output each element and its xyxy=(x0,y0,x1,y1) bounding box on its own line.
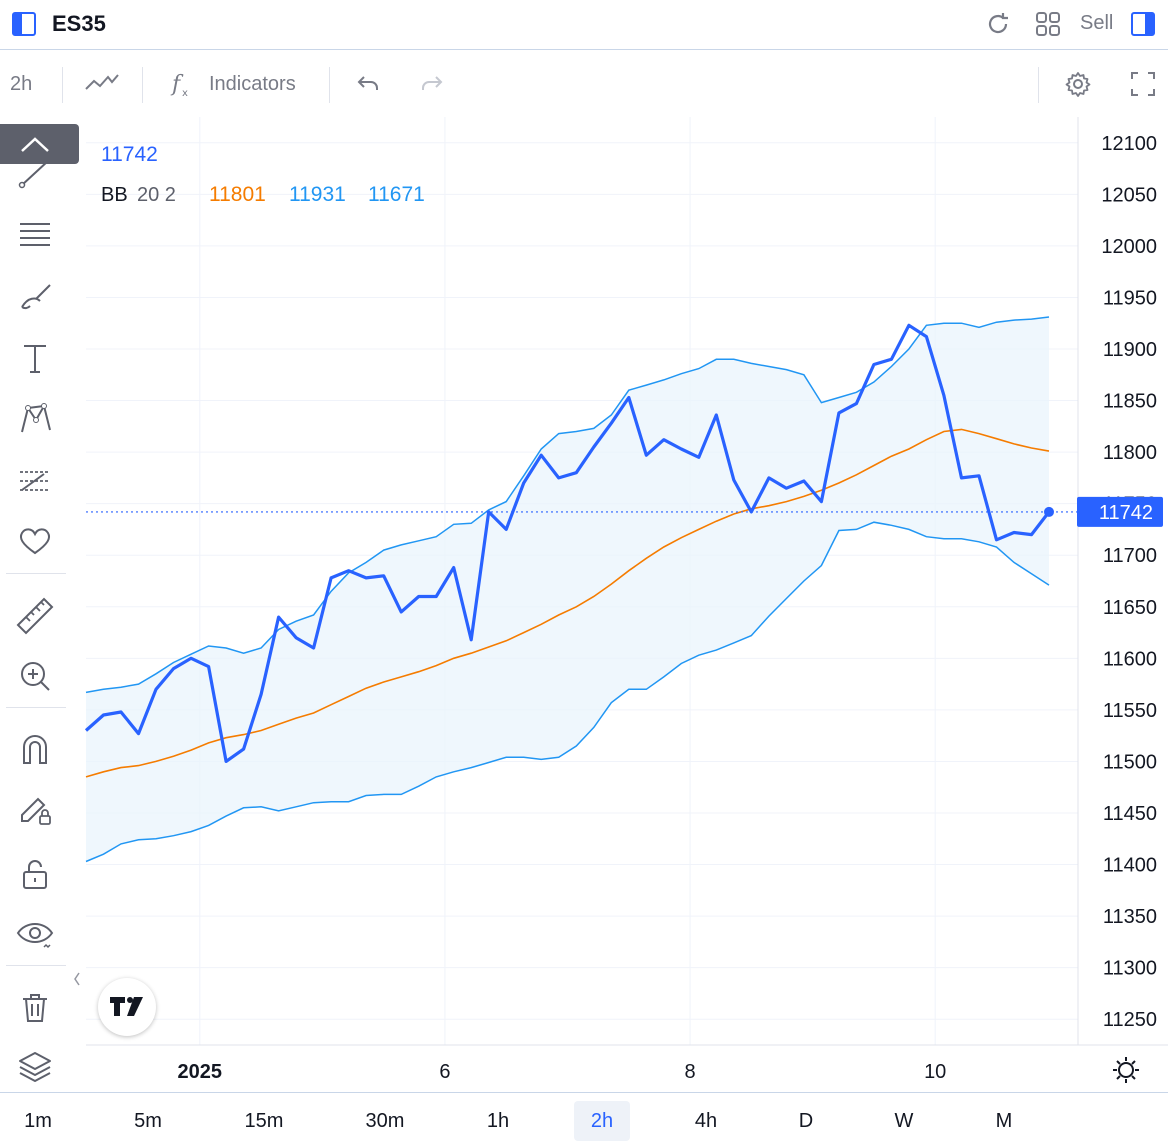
y-tick-label: 11500 xyxy=(1103,751,1157,773)
y-tick-label: 11250 xyxy=(1103,1009,1157,1031)
right-panel-toggle-icon[interactable] xyxy=(1131,12,1155,36)
layout-grid-icon[interactable] xyxy=(1034,10,1062,38)
x-tick-label: 2025 xyxy=(178,1061,223,1083)
pattern-tool-icon[interactable] xyxy=(14,398,56,440)
chart-type-line-icon[interactable] xyxy=(84,69,120,99)
y-tick-label: 12100 xyxy=(1101,133,1157,155)
toolbar-divider xyxy=(142,67,143,103)
legend-bb-mid: 11801 xyxy=(209,183,266,206)
price-chart[interactable]: 11250 11300 11350 11400 11450 11500 11550 11600… xyxy=(0,117,1168,1092)
timeframe-m[interactable]: M xyxy=(995,1110,1013,1132)
toolbar-divider xyxy=(6,965,66,966)
x-tick-label: 6 xyxy=(439,1061,450,1083)
favorites-heart-icon[interactable] xyxy=(14,520,56,562)
toolbar-divider xyxy=(1038,67,1039,103)
bollinger-band-fill xyxy=(86,317,1049,862)
bollinger-lower-band xyxy=(85,521,1050,863)
y-tick-label: 11400 xyxy=(1103,855,1157,877)
x-tick-label: 10 xyxy=(924,1061,946,1083)
timeframe-4h[interactable]: 4h xyxy=(694,1110,718,1132)
legend-bb-params: 20 2 xyxy=(137,184,176,206)
legend-bb-upper: 11931 xyxy=(289,183,346,206)
timeframe-5m[interactable]: 5m xyxy=(134,1110,162,1132)
price-series-line xyxy=(84,323,1051,763)
toolbar-divider xyxy=(329,67,330,103)
y-tick-label: 12050 xyxy=(1101,184,1157,206)
price-axis: 11250 11300 11350 11400 11450 11500 11550 11600… xyxy=(1101,133,1157,1031)
toolbar-divider xyxy=(62,67,63,103)
lock-drawings-icon[interactable] xyxy=(14,789,56,831)
ruler-icon[interactable] xyxy=(14,595,56,637)
timeframe-2h[interactable]: 2h xyxy=(574,1101,630,1141)
y-tick-label: 11700 xyxy=(1103,545,1157,567)
y-tick-label: 11350 xyxy=(1103,906,1157,928)
expand-toolbar-chevron-icon[interactable] xyxy=(72,969,82,989)
svg-text:x: x xyxy=(182,88,188,99)
brush-icon[interactable] xyxy=(14,277,56,319)
sell-button[interactable]: Sell xyxy=(1080,12,1114,34)
collapse-toolbar-button[interactable] xyxy=(0,124,79,164)
timeframe-w[interactable]: W xyxy=(894,1110,914,1132)
sun-icon[interactable] xyxy=(1113,1057,1139,1083)
trend-line-icon[interactable] xyxy=(14,153,56,195)
refresh-icon[interactable] xyxy=(984,10,1012,38)
timeframe-d[interactable]: D xyxy=(798,1110,814,1132)
undo-icon[interactable] xyxy=(356,71,380,97)
visibility-eye-icon[interactable] xyxy=(14,913,56,955)
y-tick-label: 11450 xyxy=(1103,803,1157,825)
zoom-in-icon[interactable] xyxy=(14,655,56,697)
timeframe-1h[interactable]: 1h xyxy=(486,1110,510,1132)
settings-gear-icon[interactable] xyxy=(1064,70,1092,98)
timeframe-15m[interactable]: 15m xyxy=(244,1110,284,1132)
legend-price: 11742 xyxy=(101,143,158,166)
y-tick-label: 11800 xyxy=(1103,442,1157,464)
y-tick-label: 12000 xyxy=(1101,236,1157,258)
fullscreen-icon[interactable] xyxy=(1130,71,1156,97)
top-bar: ES35 Sell xyxy=(0,0,1168,50)
timeframe-1m[interactable]: 1m xyxy=(24,1110,52,1132)
legend-bb-label[interactable]: BB xyxy=(101,184,128,206)
unlock-icon[interactable] xyxy=(14,853,56,895)
bollinger-upper-band xyxy=(85,316,1050,694)
y-tick-label: 11650 xyxy=(1103,597,1157,619)
time-axis: 2025 6 8 10 xyxy=(178,1061,947,1083)
timeframe-bar: 1m 5m 15m 30m 1h 2h 4h D W M xyxy=(0,1092,1168,1146)
magnet-icon[interactable] xyxy=(14,729,56,771)
legend-bb-lower: 11671 xyxy=(368,183,425,206)
drawing-toolbar xyxy=(0,117,80,1092)
y-tick-label: 11550 xyxy=(1103,700,1157,722)
y-tick-label: 11300 xyxy=(1103,958,1157,980)
y-tick-label: 11900 xyxy=(1103,339,1157,361)
redo-icon[interactable] xyxy=(420,71,444,97)
y-tick-label: 11850 xyxy=(1103,391,1157,413)
trash-icon[interactable] xyxy=(14,987,56,1029)
y-tick-label: 11950 xyxy=(1103,287,1157,309)
forecast-tool-icon[interactable] xyxy=(14,460,56,502)
layers-icon[interactable] xyxy=(14,1047,56,1089)
toolbar-divider xyxy=(6,707,66,708)
toolbar-divider xyxy=(6,573,66,574)
bollinger-middle-band xyxy=(85,428,1050,778)
x-tick-label: 8 xyxy=(685,1061,696,1083)
chart-legend: 11742 BB 20 2 11801 11931 11671 xyxy=(101,143,425,206)
symbol-title[interactable]: ES35 xyxy=(52,11,106,36)
y-tick-label: 11600 xyxy=(1103,648,1157,670)
last-price-label-text: 11742 xyxy=(1099,502,1153,524)
text-tool-icon[interactable] xyxy=(14,338,56,380)
horizontal-lines-icon[interactable] xyxy=(14,214,56,256)
last-price-label: 11742 xyxy=(1077,496,1163,527)
tradingview-logo[interactable] xyxy=(98,978,156,1036)
indicators-button[interactable]: Indicators xyxy=(209,73,296,95)
last-price-point xyxy=(1044,506,1054,517)
timeframe-30m[interactable]: 30m xyxy=(365,1110,405,1132)
left-panel-toggle-icon[interactable] xyxy=(12,12,36,36)
interval-button[interactable]: 2h xyxy=(10,73,33,95)
